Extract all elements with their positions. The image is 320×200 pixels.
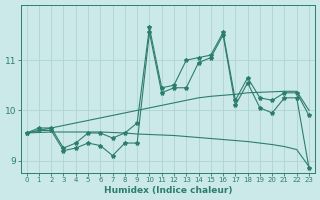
- X-axis label: Humidex (Indice chaleur): Humidex (Indice chaleur): [104, 186, 232, 195]
